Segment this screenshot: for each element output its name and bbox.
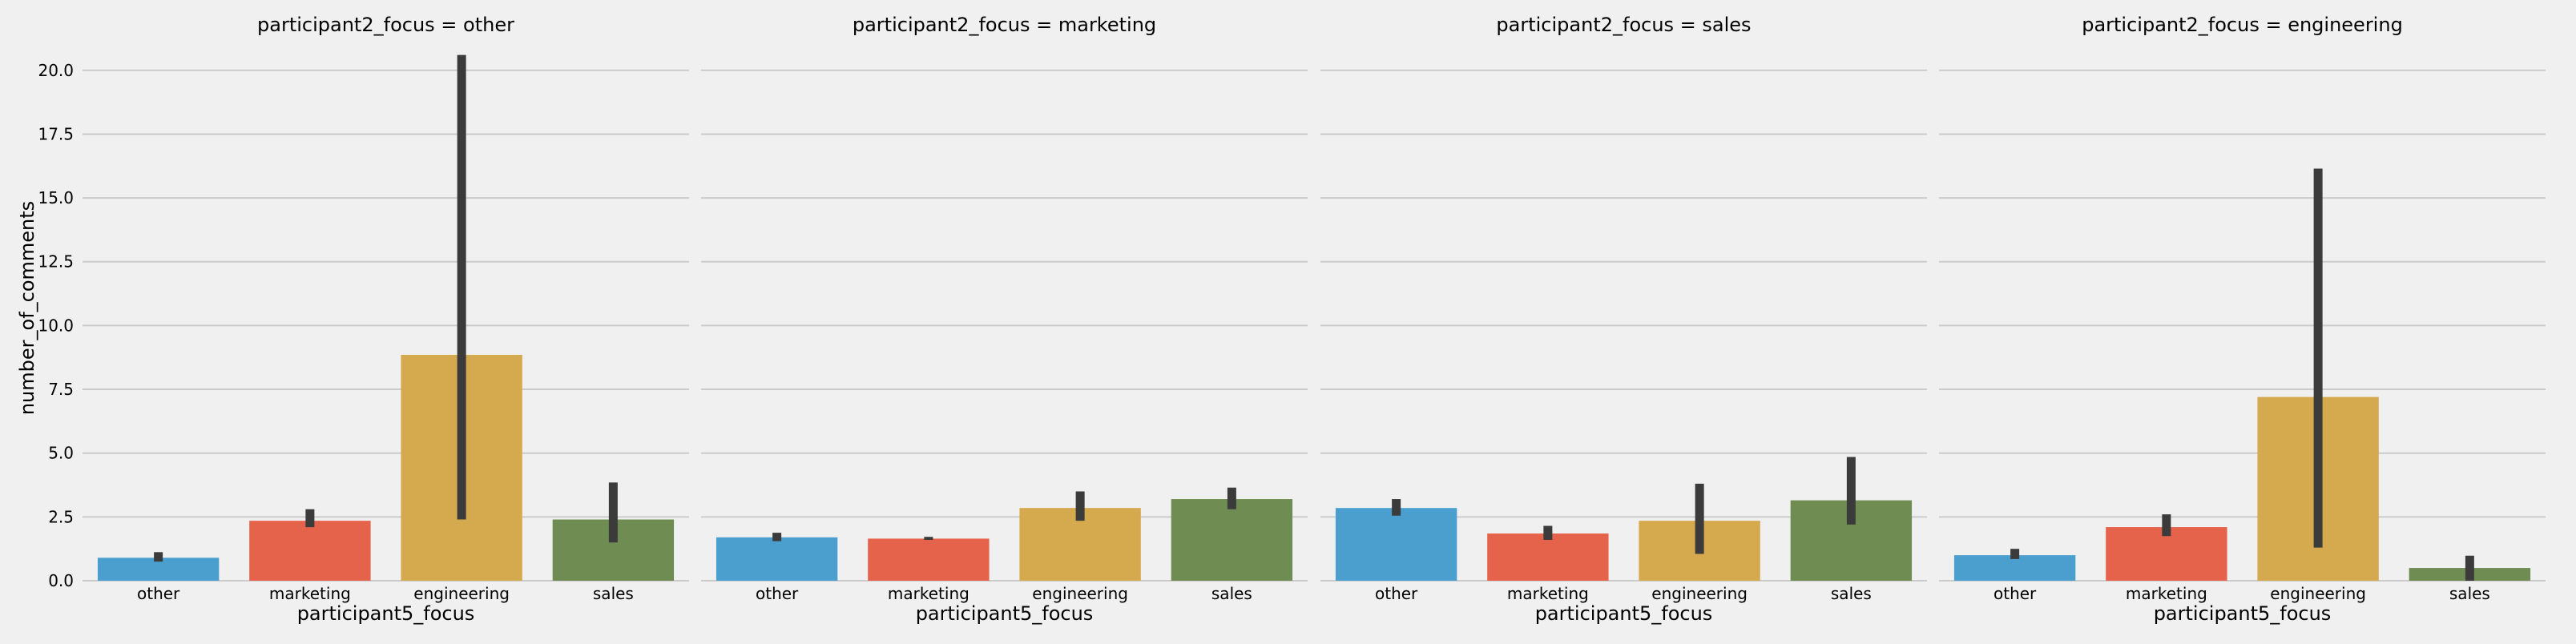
x-tick-label: engineering [413,584,510,603]
y-tick-label: 20.0 [38,61,74,80]
x-axis-label: participant5_focus [1535,602,1713,625]
y-tick-label: 17.5 [38,124,74,143]
facet-panel: participant2_focus = sales other marketing… [1320,14,1927,625]
x-tick-label: sales [1831,584,1872,603]
y-tick-label: 10.0 [38,316,74,335]
facet-panel: 0.0 2.5 5.0 7.5 10.0 12.5 15.0 17.5 20.0 particip… [38,14,689,625]
x-tick-label: other [756,584,799,603]
bar-other [716,537,838,581]
y-tick-label: 5.0 [48,444,74,463]
facet-title: participant2_focus = sales [1496,14,1751,36]
x-tick-label: other [1993,584,2037,603]
y-tick-label: 12.5 [38,252,74,272]
x-tick-label: marketing [1507,584,1589,603]
facet-title: participant2_focus = marketing [853,14,1156,36]
x-tick-label: engineering [1032,584,1128,603]
y-tick-label: 0.0 [48,571,74,590]
facet-panel: participant2_focus = marketing other marke… [701,14,1308,625]
bar-other [1335,508,1457,581]
x-tick-label: engineering [2270,584,2366,603]
bar-marketing [868,538,990,581]
bar-marketing [1487,533,1609,581]
facet-title: participant2_focus = other [257,14,514,36]
y-tick-label: 2.5 [48,507,74,526]
x-tick-label: engineering [1651,584,1748,603]
y-tick-label: 15.0 [38,188,74,207]
bar-sales [1171,499,1293,581]
x-tick-label: marketing [888,584,970,603]
x-tick-label: marketing [269,584,351,603]
facet-panel: participant2_focus = engineering other mar… [1939,14,2546,625]
y-axis-label: number_of_comments [16,201,38,415]
bar-marketing [249,521,371,581]
x-axis-label: participant5_focus [297,602,475,625]
x-axis-label: participant5_focus [2154,602,2332,625]
y-tick-label: 7.5 [48,380,74,399]
x-tick-label: other [1375,584,1418,603]
x-tick-label: sales [2449,584,2490,603]
x-tick-label: other [137,584,180,603]
x-tick-label: marketing [2126,584,2207,603]
x-tick-label: sales [1211,584,1252,603]
bar-other [1953,555,2076,581]
x-axis-label: participant5_focus [916,602,1094,625]
x-tick-label: sales [593,584,634,603]
facet-title: participant2_focus = engineering [2082,14,2403,36]
